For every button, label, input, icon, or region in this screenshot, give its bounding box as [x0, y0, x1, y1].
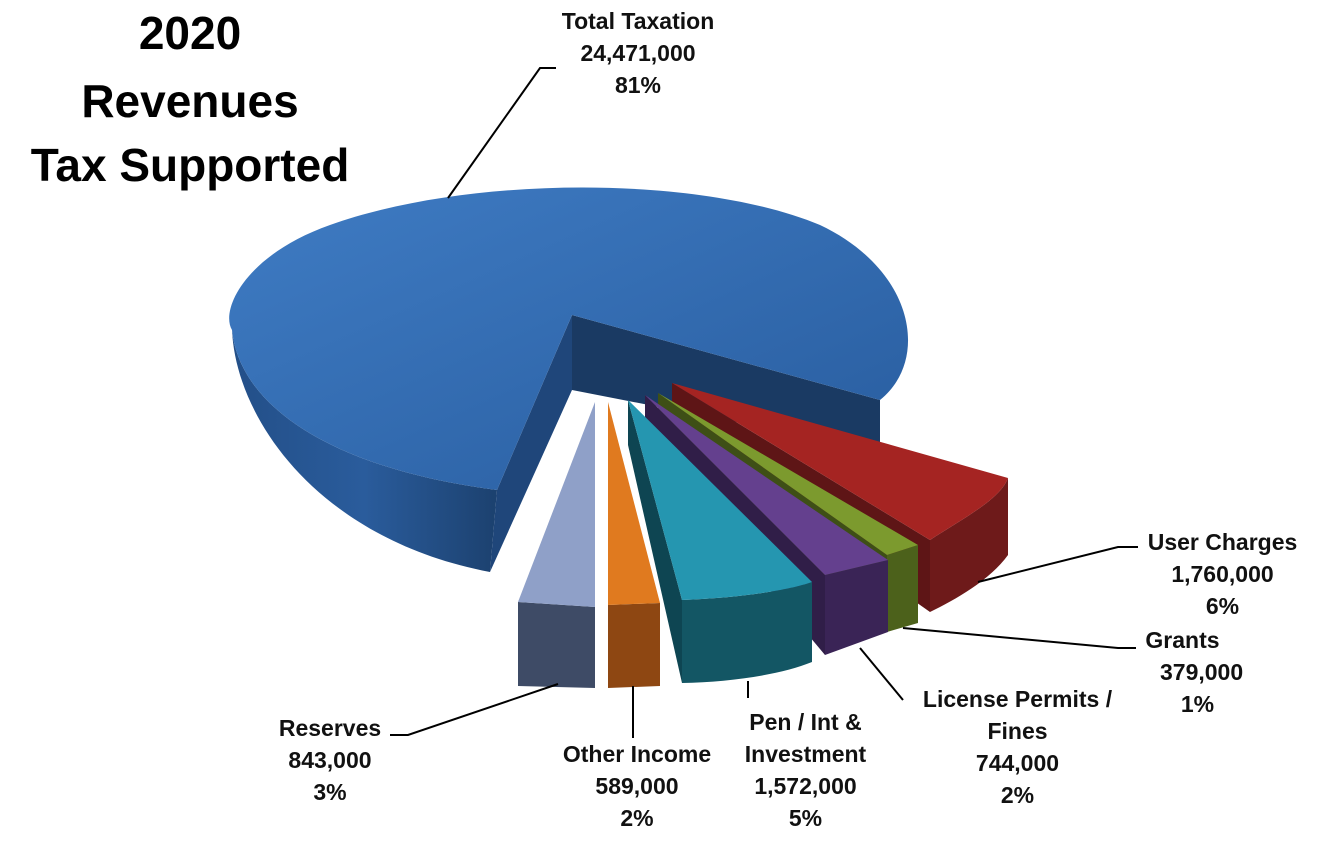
label-total-taxation-pct: 81%	[614, 72, 662, 98]
label-grants: Grants 379,000 1%	[1130, 624, 1244, 720]
label-other-income: Other Income 589,000 2%	[547, 738, 727, 834]
label-pen-int-investment: Pen / Int & Investment 1,572,000 5%	[723, 706, 888, 834]
label-license-permits-value: 744,000	[975, 750, 1060, 776]
leader-lines	[390, 67, 1138, 738]
label-grants-name: Grants	[1145, 627, 1220, 653]
label-license-permits: License Permits / Fines 744,000 2%	[900, 683, 1135, 811]
leader-grants	[902, 627, 1136, 649]
label-license-permits-pct: 2%	[1000, 782, 1035, 808]
label-user-charges-pct: 6%	[1205, 593, 1240, 619]
label-license-permits-name-2: Fines	[987, 718, 1048, 744]
label-user-charges: User Charges 1,760,000 6%	[1130, 526, 1315, 622]
label-reserves: Reserves 843,000 3%	[260, 712, 400, 808]
leader-reserves	[390, 683, 559, 736]
label-pen-int-name-1: Pen / Int &	[749, 709, 862, 735]
leader-total-taxation	[447, 67, 556, 199]
label-total-taxation-name: Total Taxation	[561, 8, 715, 34]
chart-title-sub: Tax Supported	[30, 139, 350, 191]
slice-pen-int-investment	[628, 400, 812, 683]
label-other-income-value: 589,000	[595, 773, 679, 799]
label-license-permits-name-1: License Permits /	[922, 686, 1113, 712]
label-pen-int-pct: 5%	[788, 805, 823, 831]
slice-other-income	[608, 402, 660, 688]
label-other-income-pct: 2%	[620, 805, 654, 831]
chart-title-year: 2020	[138, 7, 242, 59]
label-total-taxation-value: 24,471,000	[580, 40, 696, 66]
label-reserves-value: 843,000	[288, 747, 372, 773]
label-user-charges-value: 1,760,000	[1171, 561, 1274, 587]
label-grants-pct: 1%	[1180, 691, 1215, 717]
slice-reserves	[518, 402, 595, 688]
leader-user-charges	[977, 546, 1138, 583]
slice-total-taxation	[229, 187, 909, 572]
chart-title-main: Revenues	[81, 75, 299, 127]
label-pen-int-value: 1,572,000	[754, 773, 857, 799]
label-total-taxation: Total Taxation 24,471,000 81%	[548, 5, 728, 101]
label-user-charges-name: User Charges	[1147, 529, 1298, 555]
label-reserves-pct: 3%	[313, 779, 347, 805]
label-reserves-name: Reserves	[278, 715, 382, 741]
label-pen-int-name-2: Investment	[744, 741, 867, 767]
leader-license-permits	[859, 647, 904, 701]
label-grants-value: 379,000	[1160, 659, 1244, 685]
label-other-income-name: Other Income	[562, 741, 712, 767]
